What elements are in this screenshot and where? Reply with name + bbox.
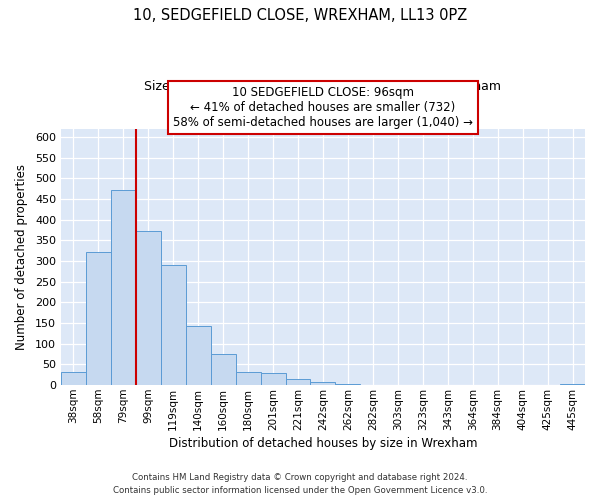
Bar bbox=[286, 378, 310, 385]
Bar bbox=[186, 326, 211, 385]
Bar bbox=[560, 384, 585, 385]
Bar bbox=[260, 373, 286, 385]
Title: Size of property relative to detached houses in Wrexham: Size of property relative to detached ho… bbox=[145, 80, 502, 93]
Text: Contains HM Land Registry data © Crown copyright and database right 2024.
Contai: Contains HM Land Registry data © Crown c… bbox=[113, 474, 487, 495]
X-axis label: Distribution of detached houses by size in Wrexham: Distribution of detached houses by size … bbox=[169, 437, 477, 450]
Bar bbox=[236, 372, 260, 385]
Text: 10 SEDGEFIELD CLOSE: 96sqm
← 41% of detached houses are smaller (732)
58% of sem: 10 SEDGEFIELD CLOSE: 96sqm ← 41% of deta… bbox=[173, 86, 473, 129]
Bar bbox=[161, 265, 186, 385]
Bar bbox=[61, 372, 86, 385]
Bar bbox=[335, 384, 361, 385]
Bar bbox=[111, 190, 136, 385]
Bar bbox=[310, 382, 335, 385]
Bar bbox=[136, 231, 161, 385]
Bar bbox=[86, 252, 111, 385]
Text: 10, SEDGEFIELD CLOSE, WREXHAM, LL13 0PZ: 10, SEDGEFIELD CLOSE, WREXHAM, LL13 0PZ bbox=[133, 8, 467, 22]
Bar bbox=[211, 354, 236, 385]
Y-axis label: Number of detached properties: Number of detached properties bbox=[15, 164, 28, 350]
